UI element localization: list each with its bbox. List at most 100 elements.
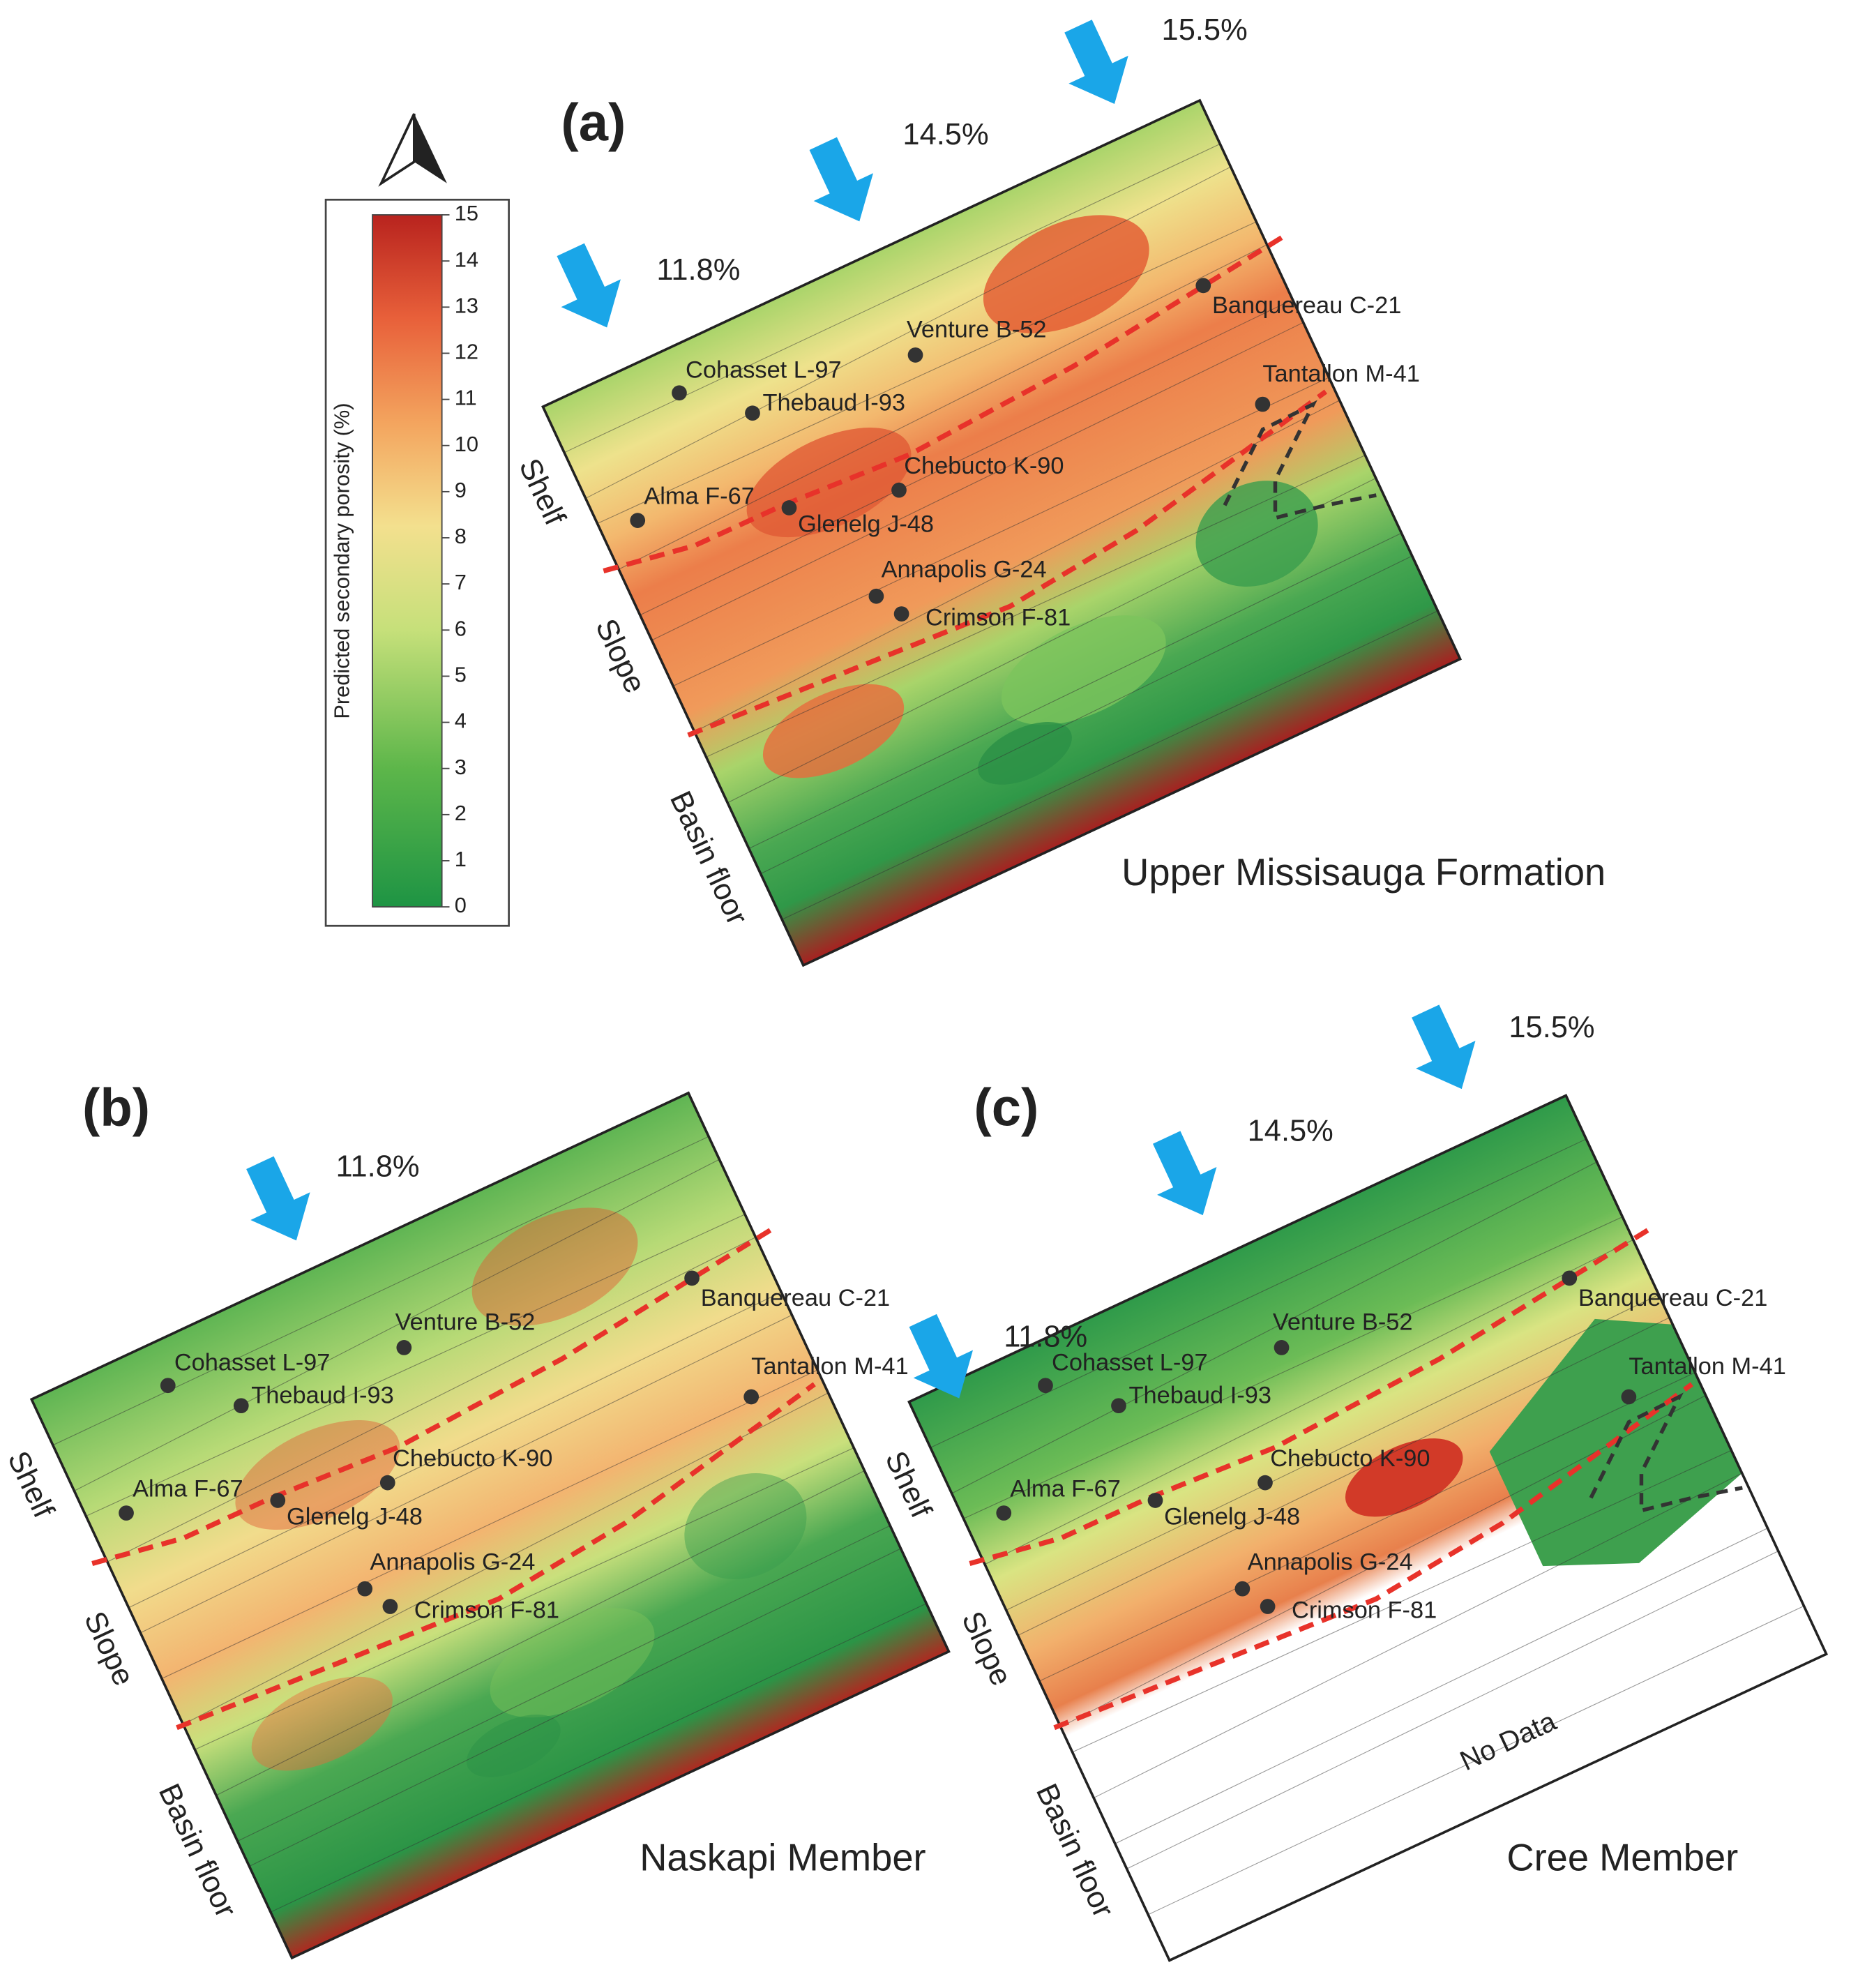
- arrow-label: 14.5%: [1248, 1115, 1334, 1148]
- well-label: Cohasset L-97: [1052, 1350, 1208, 1376]
- porosity-zone: [1195, 481, 1318, 587]
- well-label: Venture B-52: [395, 1309, 536, 1336]
- panel-title: Upper Missisauga Formation: [1121, 851, 1606, 894]
- contour-line: [140, 1314, 792, 1634]
- colorbar-tick-label: 8: [455, 524, 467, 548]
- colorbar-tick-label: 12: [455, 340, 478, 364]
- zone-label: Slope: [589, 614, 651, 698]
- porosity-zone: [1001, 615, 1166, 725]
- map-frame: [29, 1091, 951, 1960]
- colorbar-tick-label: 4: [455, 709, 467, 733]
- map-panel: [29, 1091, 951, 1960]
- contour-line: [984, 1239, 1633, 1565]
- facies-boundary: [969, 1224, 1656, 1566]
- porosity-zone: [1345, 1438, 1463, 1517]
- panel-title: Cree Member: [1506, 1836, 1738, 1878]
- contour-line: [727, 477, 1376, 804]
- well: [1257, 1475, 1273, 1491]
- colorbar-tick-label: 7: [455, 570, 467, 594]
- well-label: Annapolis G-24: [1248, 1549, 1413, 1576]
- well-label: Banquereau C-21: [1212, 292, 1401, 319]
- contour-line: [930, 1138, 1587, 1448]
- contour-line: [1126, 1551, 1779, 1869]
- well-label: Chebucto K-90: [1270, 1445, 1430, 1472]
- well: [672, 385, 687, 401]
- well: [1274, 1340, 1290, 1355]
- porosity-surface: [31, 1092, 949, 1958]
- well-label: Glenelg J-48: [1164, 1503, 1300, 1530]
- contour-line: [1018, 1317, 1670, 1636]
- well: [160, 1378, 176, 1394]
- porosity-surface: [909, 1095, 1827, 1961]
- panel-title: Naskapi Member: [640, 1836, 926, 1878]
- colorbar-tick-label: 2: [455, 801, 467, 825]
- arrow-label: 15.5%: [1162, 13, 1248, 47]
- fairway-outline: [1589, 1392, 1743, 1513]
- porosity-zone: [762, 684, 905, 778]
- colorbar-tick-label: 14: [455, 247, 478, 271]
- porosity-zone: [466, 1714, 561, 1777]
- contour-line: [86, 1214, 746, 1516]
- contour-line: [1147, 1605, 1804, 1915]
- well-label: Annapolis G-24: [882, 557, 1047, 583]
- well: [743, 1389, 760, 1405]
- north-arrow: [378, 113, 447, 187]
- well-label: Alma F-67: [133, 1476, 243, 1503]
- contour-line: [1006, 1294, 1659, 1611]
- well: [893, 606, 909, 622]
- map-panel: [907, 1094, 1829, 1962]
- arrow-label: 15.5%: [1509, 1011, 1594, 1044]
- facies-boundary: [603, 232, 1290, 574]
- map-frame: [907, 1094, 1829, 1962]
- panel-label: (a): [561, 93, 626, 152]
- dip-arrow: [909, 1313, 974, 1399]
- panel-label: (c): [974, 1078, 1038, 1137]
- zone-label: Shelf: [1, 1446, 61, 1523]
- colorbar-tick-label: 0: [455, 893, 467, 917]
- well-label: Tantallon M-41: [1262, 361, 1419, 387]
- well: [233, 1398, 249, 1414]
- well-label: Banquereau C-21: [1578, 1285, 1767, 1311]
- contour-line: [195, 1447, 854, 1750]
- colorbar-tick-label: 3: [455, 755, 467, 779]
- well-label: Crimson F-81: [414, 1597, 559, 1623]
- porosity-zone: [251, 1676, 393, 1771]
- well-label: Cohasset L-97: [174, 1350, 331, 1376]
- well-label: Chebucto K-90: [393, 1445, 552, 1472]
- porosity-zone: [490, 1608, 655, 1718]
- contour-line: [52, 1136, 709, 1446]
- contour-line: [672, 377, 1329, 687]
- contour-line: [781, 610, 1438, 920]
- well: [357, 1581, 373, 1597]
- arrow-label: 11.8%: [1004, 1320, 1087, 1354]
- contour-line: [651, 322, 1304, 641]
- zone-label: Slope: [77, 1606, 140, 1691]
- map-surface: [543, 100, 1460, 965]
- contour-line: [249, 1548, 901, 1867]
- zone-label: Shelf: [512, 453, 572, 531]
- well: [382, 1599, 398, 1614]
- porosity-zone: [471, 1207, 638, 1326]
- contour-line: [951, 1161, 1597, 1494]
- well-label: Venture B-52: [907, 317, 1047, 343]
- contour-line: [640, 299, 1293, 616]
- well-label: Alma F-67: [644, 483, 755, 510]
- well-label: Thebaud I-93: [762, 390, 905, 416]
- contour-line: [216, 1470, 865, 1796]
- contour-line: [618, 244, 1267, 570]
- colorbar: Predicted secondary porosity (%) 0123456…: [324, 198, 510, 927]
- well: [1147, 1493, 1163, 1508]
- facies-boundary: [91, 1224, 778, 1566]
- well-label: Chebucto K-90: [904, 453, 1064, 479]
- well: [891, 482, 907, 498]
- contour-line: [760, 555, 1412, 875]
- well-label: Cohasset L-97: [686, 357, 842, 384]
- arrow-label: 11.8%: [336, 1150, 420, 1183]
- well: [1562, 1270, 1578, 1286]
- contour-line: [128, 1291, 782, 1609]
- dip-arrow: [1412, 1004, 1476, 1090]
- well-label: Tantallon M-41: [751, 1353, 908, 1380]
- colorbar-tick-label: 10: [455, 432, 478, 456]
- dip-arrow: [809, 137, 873, 222]
- well: [1234, 1581, 1251, 1597]
